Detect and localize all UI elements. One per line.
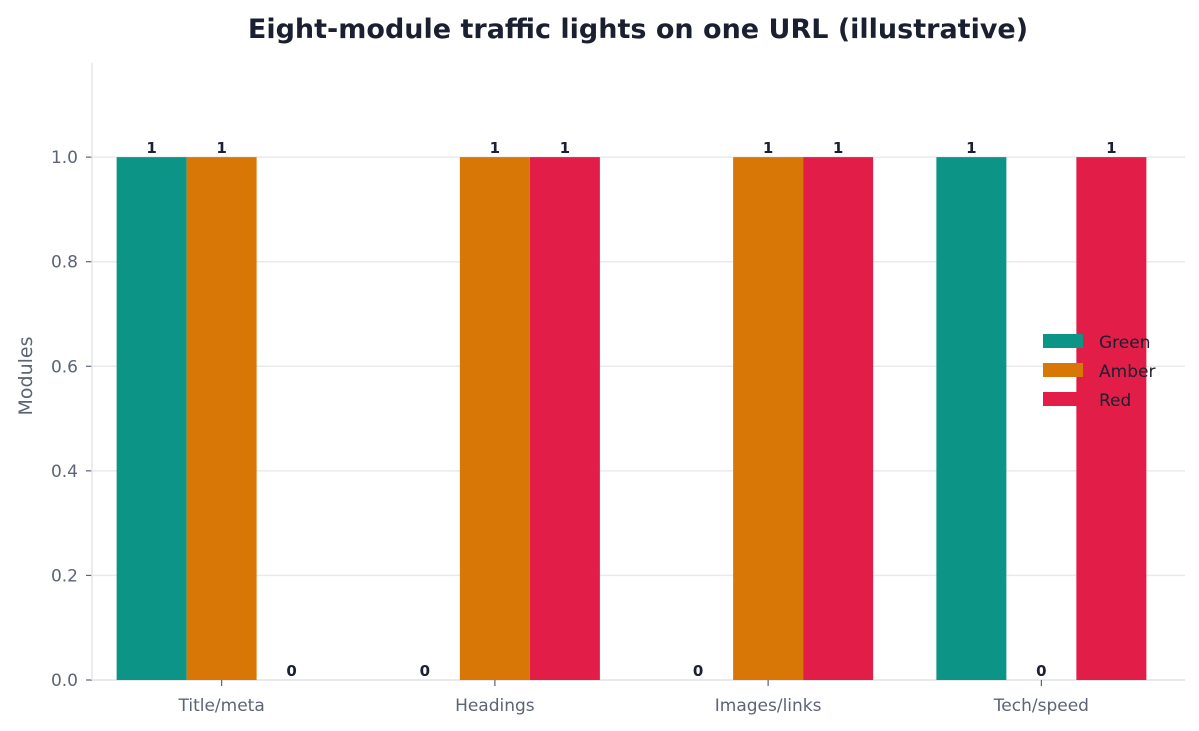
tick-labels: 0.0 0.2 0.4 0.6 0.8 1.0 Title/meta Headings Imag…: [51, 148, 1089, 716]
y-tick-label: 0.0: [51, 671, 78, 691]
y-tick-label: 0.8: [51, 253, 78, 273]
data-label: 1: [763, 139, 773, 157]
legend-label: Green: [1099, 333, 1150, 353]
bar-amber: [186, 157, 257, 680]
bar-amber: [733, 157, 804, 680]
bar-red: [803, 157, 874, 680]
legend-swatch-red: [1043, 392, 1083, 406]
data-label: 1: [560, 139, 570, 157]
y-tick-label: 1.0: [51, 148, 78, 168]
bars: [116, 157, 1147, 680]
data-label: 1: [146, 139, 156, 157]
y-tick-label: 0.4: [51, 462, 78, 482]
legend-swatch-amber: [1043, 363, 1083, 377]
y-tick-label: 0.6: [51, 357, 78, 377]
bar-green: [116, 157, 187, 680]
bar-green: [936, 157, 1007, 680]
x-tick-label: Images/links: [715, 696, 822, 716]
legend: Green Amber Red: [1043, 333, 1155, 411]
data-label: 1: [490, 139, 500, 157]
data-label: 0: [1036, 662, 1046, 680]
value-labels: 1 1 0 0 1 1 0 1 1 1 0 1: [146, 139, 1116, 680]
y-tick-label: 0.2: [51, 566, 78, 586]
data-label: 1: [833, 139, 843, 157]
data-label: 0: [693, 662, 703, 680]
x-tick-label: Title/meta: [177, 696, 264, 716]
data-label: 1: [966, 139, 976, 157]
data-label: 1: [1106, 139, 1116, 157]
x-tick-label: Tech/speed: [993, 696, 1089, 716]
data-label: 0: [420, 662, 430, 680]
bar-red: [529, 157, 600, 680]
x-tick-label: Headings: [455, 696, 535, 716]
chart-title: Eight-module traffic lights on one URL (…: [248, 14, 1028, 45]
legend-label: Amber: [1099, 362, 1155, 382]
bar-red: [1076, 157, 1147, 680]
data-label: 0: [286, 662, 296, 680]
y-axis-label: Modules: [15, 337, 37, 416]
legend-swatch-green: [1043, 334, 1083, 348]
data-label: 1: [216, 139, 226, 157]
bar-amber: [459, 157, 530, 680]
legend-label: Red: [1099, 391, 1131, 411]
